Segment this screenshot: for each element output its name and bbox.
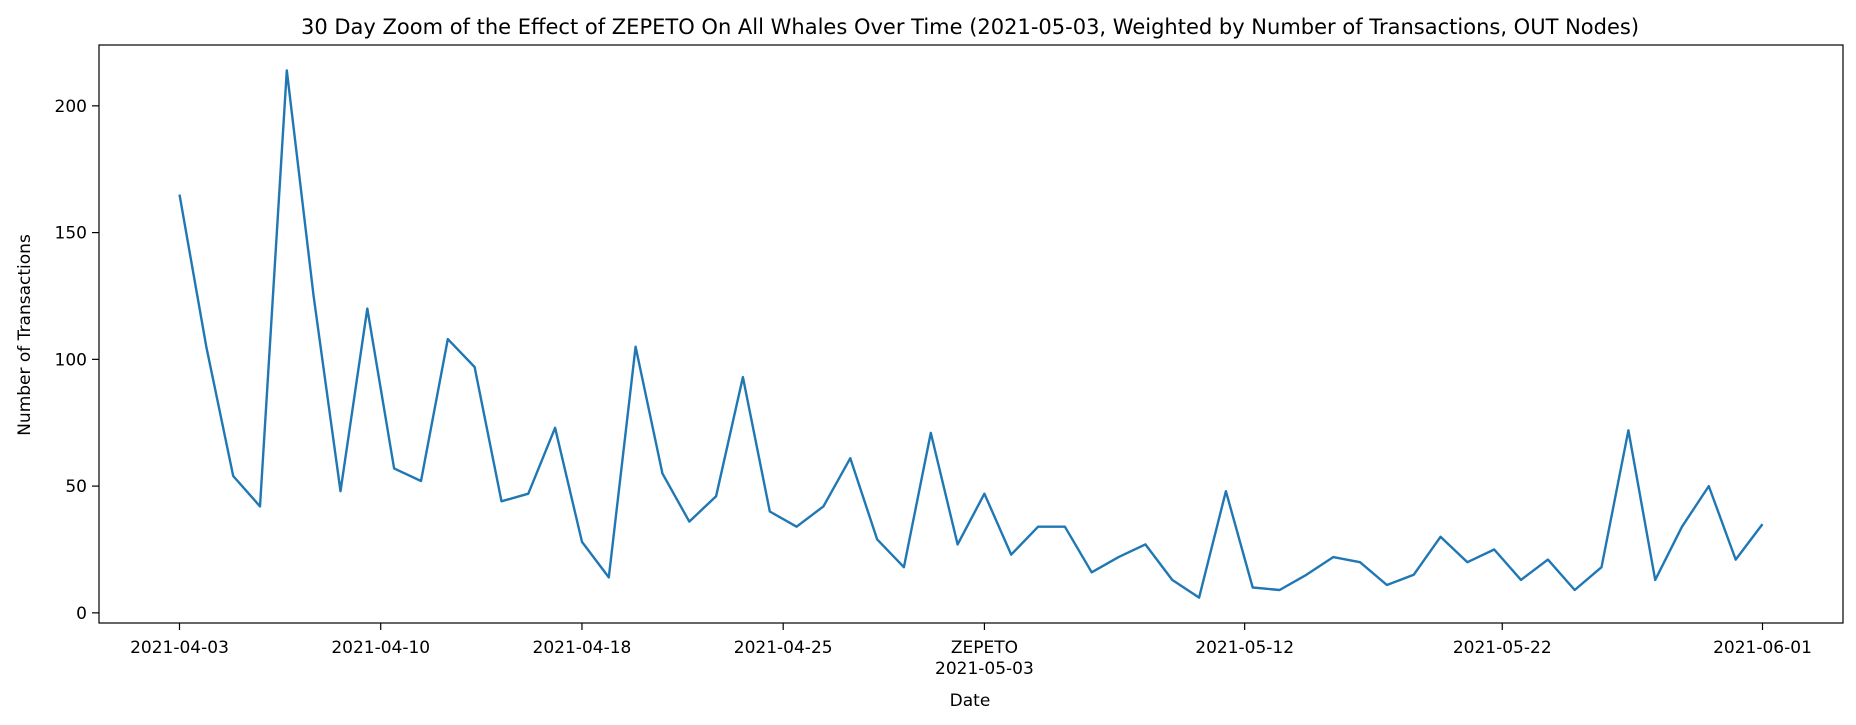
x-tick-label: 2021-04-10: [331, 638, 430, 658]
x-tick-label: 2021-04-18: [533, 638, 632, 658]
y-tick-label: 0: [76, 604, 87, 624]
x-tick-label: 2021-05-12: [1195, 638, 1294, 658]
y-tick-label: 150: [55, 224, 87, 244]
x-tick-label: 2021-05-22: [1453, 638, 1552, 658]
x-tick-label: 2021-04-03: [130, 638, 229, 658]
chart-title: 30 Day Zoom of the Effect of ZEPETO On A…: [301, 15, 1639, 39]
y-axis: 0 50 100 150 200: [55, 97, 99, 624]
plot-area: [98, 44, 1844, 624]
x-tick-annotation: ZEPETO: [951, 638, 1018, 658]
x-tick-label: 2021-05-03: [935, 659, 1034, 679]
y-tick-label: 50: [65, 477, 87, 497]
x-axis: 2021-04-03 2021-04-10 2021-04-18 2021-04-25…: [130, 623, 1812, 679]
x-tick-label: 2021-04-25: [734, 638, 833, 658]
series-layer: [178, 69, 1764, 599]
y-tick-label: 200: [55, 97, 87, 117]
plot-border: [98, 44, 1844, 624]
y-tick-label: 100: [55, 350, 87, 370]
x-axis-label: Date: [950, 691, 991, 711]
series-line: [178, 69, 1764, 599]
x-tick-label: 2021-06-01: [1713, 638, 1812, 658]
y-axis-label: Number of Transactions: [15, 234, 35, 436]
